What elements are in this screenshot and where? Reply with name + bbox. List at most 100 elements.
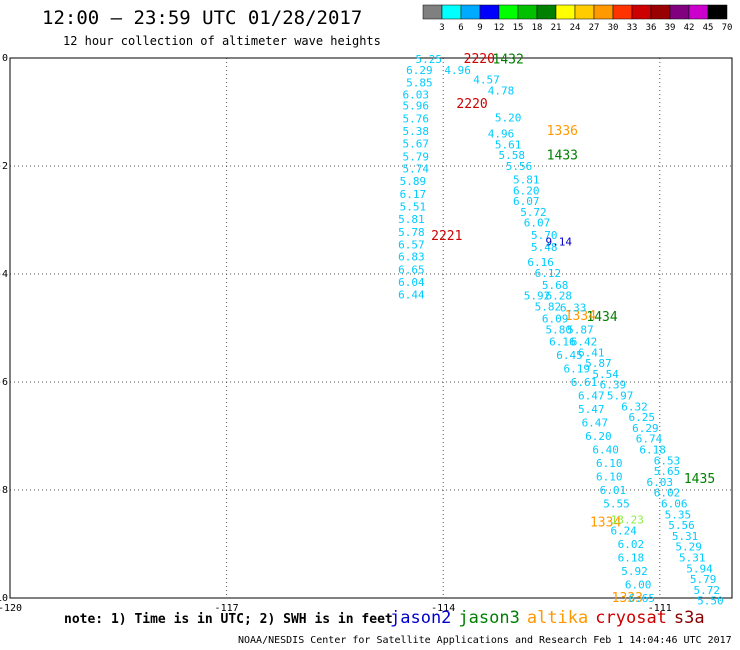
legend-bin-label: 18 [532,23,543,33]
footer-credit: NOAA/NESDIS Center for Satellite Applica… [238,635,732,646]
swh_ft-point-label: 6.40 [592,444,619,457]
swh_ft-point-label: 6.18 [618,552,645,565]
swh_ft-point-label: 5.67 [403,137,430,150]
altika-point-label: 1334 [565,309,596,324]
swh_ft-point-label: 6.07 [524,217,551,230]
legend-bin-label: 42 [684,23,695,33]
swh_ft-point-label: 5.76 [403,112,430,125]
satellite-cryosat-label: cryosat [595,608,667,628]
swh_ft-point-label: 6.10 [596,457,623,470]
legend-swatch [650,4,671,20]
jason3-point-label: 1432 [493,53,524,68]
swh_ft-point-label: 5.87 [585,357,612,370]
swh_ft-point-label: 6.47 [578,390,605,403]
swh_ft-point-label: 5.65 [654,465,681,478]
satellite-jason2-label: jason2 [390,608,452,628]
swh_ft-point-label: 5.81 [513,174,540,187]
swh_ft-point-label: 6.20 [585,430,612,443]
legend-swatch [631,4,652,20]
satellite-altika-label: altika [526,608,589,628]
swh_ft-point-label: 5.79 [403,150,430,163]
swh_ft-point-label: 5.94 [686,562,713,575]
swh_ft-point-label: 5.35 [665,508,692,521]
legend-swatch [688,4,709,20]
swh_ft-point-label: 5.48 [531,241,558,254]
swh_ft-point-label: 5.70 [531,229,558,242]
cryosat-point-label: 2220 [456,97,487,112]
swh_ft-point-label: 5.38 [403,125,430,138]
legend-swatch [441,4,462,20]
swh_ft-point-label: 6.19 [564,363,591,376]
swh_ft-point-label: 5.85 [406,76,433,89]
legend-swatch [669,4,690,20]
legend-bin-label: 24 [570,23,581,33]
swh_ft-point-label: 6.20 [513,184,540,197]
data-labels: 1432 1433 1434 1435 1336 1334 1334 1333 2220 2220… [398,52,723,608]
swh_ft-point-label: 5.47 [578,403,605,416]
legend-bin-label: 33 [627,23,638,33]
swh_ft-point-label: 6.45 [556,349,583,362]
swh_ft-point-label: 4.96 [488,128,515,141]
swh_ft-point-label: 5.54 [592,368,619,381]
swh_ft-point-label: 6.10 [596,471,623,484]
swh_ft-point-label: 6.53 [654,454,681,467]
swh_ft-point-label: 6.02 [618,538,645,551]
legend-bin-label: 9 [477,23,482,33]
swh_ft-point-label: 5.79 [690,573,717,586]
swh_ft-point-label: 6.74 [636,433,663,446]
swh_ft-point-label: 5.72 [520,206,547,219]
jason3-point-label: 1433 [547,149,578,164]
swh_ft-point-label: 6.39 [600,379,627,392]
swh_ft-point-label: 5.31 [672,530,699,543]
swh_ft-point-label: 5.55 [603,498,630,511]
legend-swatch [460,4,481,20]
legend-swatch [593,4,614,20]
swh_ft-point-label: 6.24 [610,525,637,538]
satellite-legend: jason2 jason3 altika cryosat s3a [390,608,712,628]
swh_ft-point-label: 6.61 [571,376,598,389]
altika-point-label: 1333 [612,591,643,606]
y-tick-label: -6 [0,377,8,388]
legend-swatch [574,4,595,20]
legend-bin-label: 21 [551,23,562,33]
swh_ft-point-label: 5.58 [499,149,526,162]
swh_ft-point-label: 5.87 [567,324,594,337]
swh_ft-point-label: 5.31 [679,552,706,565]
swh_ft-point-label: 6.17 [400,188,427,201]
x-tick-label: -114 [431,603,455,614]
swh_ft-point-label: 6.29 [632,422,659,435]
swh_ft-point-label: 5.92 [621,565,648,578]
swh_ft_jason2-point-label: 9.14 [545,236,572,249]
swh_ft-point-label: 5.81 [398,213,425,226]
swh_ft-point-label: 5.97 [607,390,634,403]
swh_ft-point-label: 6.65 [629,592,656,605]
swh_ft-point-label: 5.56 [506,160,533,173]
legend-bin-label: 12 [494,23,505,33]
swh_ft-point-label: 5.20 [495,111,522,124]
legend-bin-label: 45 [703,23,714,33]
swh_ft-point-label: 4.57 [473,74,500,87]
legend-bin-label: 36 [646,23,657,33]
legend-bin-label: 6 [458,23,463,33]
legend-swatch [536,4,557,20]
swh_ft-point-label: 4.96 [444,64,471,77]
swh_ft-point-label: 5.78 [398,226,425,239]
legend-swatch [517,4,538,20]
swh_ft-point-label: 6.83 [398,251,425,264]
swh_ft-point-label: 6.03 [403,89,430,102]
swh_ft-point-label: 6.07 [513,195,540,208]
plot-frame [9,57,733,599]
swh_ft-point-label: 5.92 [524,290,551,303]
swh_ft-point-label: 6.18 [639,444,666,457]
swh_ft-point-label: 6.29 [406,64,433,77]
page-subtitle: 12 hour collection of altimeter wave hei… [63,34,381,48]
swh_ft-point-label: 6.00 [625,579,652,592]
footer-note: note: 1) Time is in UTC; 2) SWH is in fe… [64,612,393,627]
chart-grid [10,58,732,598]
legend-bin-label: 27 [589,23,600,33]
legend-swatch [612,4,633,20]
x-tick-label: -117 [215,603,239,614]
swh_ft-point-label: 5.72 [693,584,720,597]
swh_ft-point-label: 5.56 [668,519,695,532]
legend-swatch [498,4,519,20]
